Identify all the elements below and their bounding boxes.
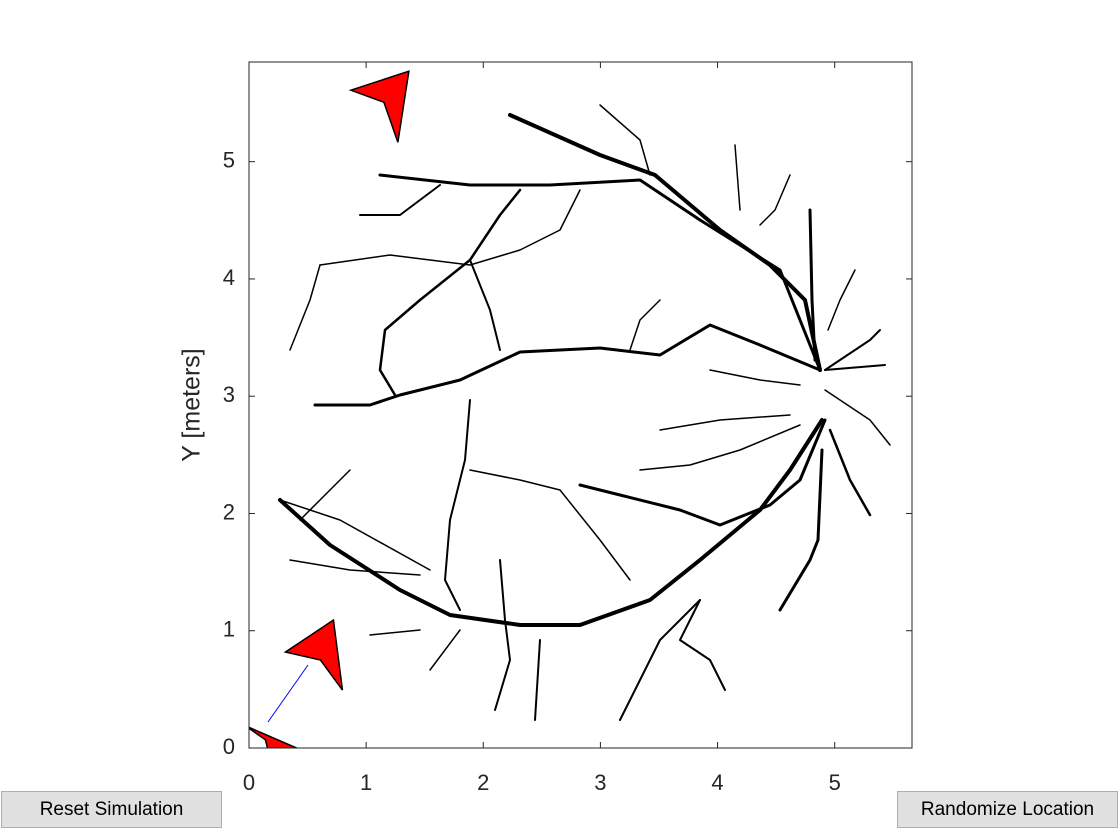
robots xyxy=(249,70,410,748)
y-tick-label: 0 xyxy=(223,734,235,759)
reset-button[interactable]: Reset Simulation xyxy=(1,791,222,828)
robot xyxy=(348,70,410,143)
x-tick-label: 0 xyxy=(243,770,255,790)
randomize-button[interactable]: Randomize Location xyxy=(897,791,1118,828)
y-tick-label: 2 xyxy=(223,499,235,524)
x-tick-label: 4 xyxy=(711,770,723,790)
robot xyxy=(283,618,344,691)
axes-box xyxy=(248,61,913,749)
x-tick-label: 2 xyxy=(477,770,489,790)
y-tick-label: 1 xyxy=(223,617,235,642)
y-tick-label: 5 xyxy=(223,147,235,172)
robot xyxy=(249,726,299,748)
y-tick-label: 3 xyxy=(223,382,235,407)
path-line xyxy=(267,664,309,723)
vessel-map xyxy=(278,104,891,721)
y-tick-label: 4 xyxy=(223,265,235,290)
x-tick-label: 3 xyxy=(594,770,606,790)
x-tick-label: 1 xyxy=(360,770,372,790)
y-axis-label: Y [meters] xyxy=(178,348,206,461)
x-tick-label: 5 xyxy=(829,770,841,790)
